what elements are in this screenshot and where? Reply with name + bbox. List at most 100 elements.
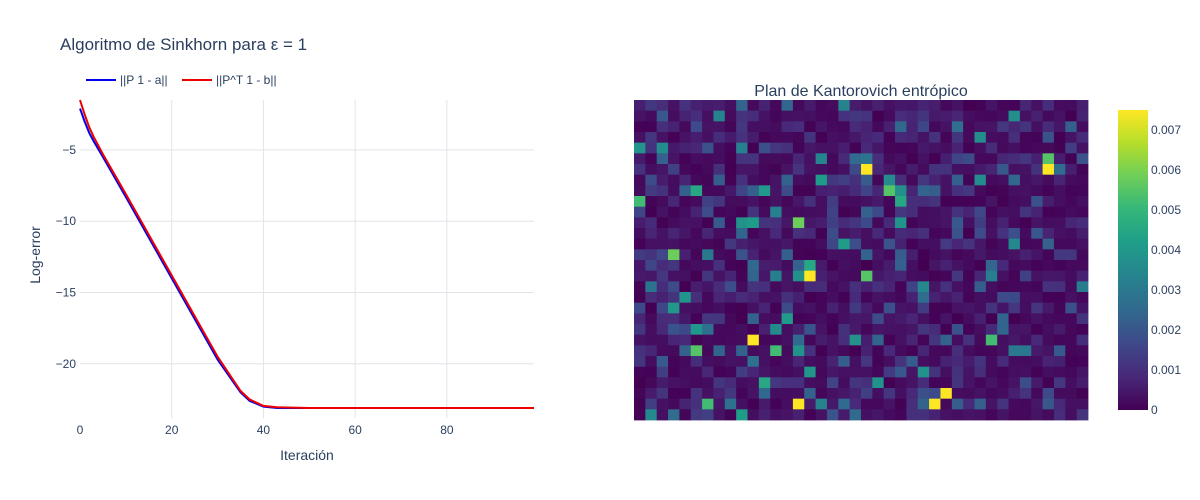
heatmap-cell[interactable] — [702, 324, 714, 336]
heatmap-cell[interactable] — [679, 388, 692, 400]
heatmap-cell[interactable] — [679, 302, 692, 314]
heatmap-cell[interactable] — [906, 409, 919, 421]
heatmap-cell[interactable] — [758, 100, 771, 112]
heatmap-cell[interactable] — [929, 377, 941, 389]
heatmap-cell[interactable] — [1019, 121, 1032, 133]
heatmap-cell[interactable] — [804, 206, 816, 218]
heatmap-cell[interactable] — [1031, 110, 1043, 122]
heatmap-cell[interactable] — [940, 110, 953, 122]
heatmap-cell[interactable] — [634, 398, 646, 410]
heatmap-cell[interactable] — [940, 409, 953, 421]
heatmap-cell[interactable] — [1008, 206, 1021, 218]
heatmap-cell[interactable] — [883, 377, 896, 389]
heatmap-cell[interactable] — [929, 206, 941, 218]
heatmap-cell[interactable] — [917, 142, 930, 154]
heatmap-cell[interactable] — [826, 185, 839, 197]
heatmap-cell[interactable] — [747, 217, 760, 229]
heatmap-cell[interactable] — [1053, 153, 1066, 165]
heatmap-cell[interactable] — [849, 281, 862, 293]
heatmap-cell[interactable] — [645, 388, 658, 400]
heatmap-cell[interactable] — [724, 174, 737, 186]
heatmap-cell[interactable] — [861, 174, 873, 186]
heatmap-cell[interactable] — [656, 100, 669, 112]
heatmap-cell[interactable] — [951, 409, 964, 421]
heatmap-cell[interactable] — [815, 185, 828, 197]
heatmap-cell[interactable] — [849, 174, 862, 186]
heatmap-cell[interactable] — [792, 228, 805, 240]
heatmap-cell[interactable] — [917, 409, 930, 421]
heatmap-cell[interactable] — [736, 366, 748, 378]
heatmap-cell[interactable] — [781, 292, 794, 304]
heatmap-cell[interactable] — [861, 132, 873, 144]
heatmap-cell[interactable] — [747, 185, 760, 197]
heatmap-cell[interactable] — [634, 132, 646, 144]
heatmap-cell[interactable] — [895, 249, 907, 261]
heatmap-cell[interactable] — [849, 324, 862, 336]
heatmap-cell[interactable] — [1076, 196, 1089, 208]
heatmap-cell[interactable] — [804, 121, 816, 133]
heatmap-cell[interactable] — [1065, 388, 1078, 400]
heatmap-cell[interactable] — [634, 100, 646, 112]
heatmap-cell[interactable] — [736, 142, 748, 154]
heatmap-cell[interactable] — [747, 153, 760, 165]
heatmap-cell[interactable] — [770, 388, 782, 400]
heatmap-cell[interactable] — [985, 398, 998, 410]
heatmap-cell[interactable] — [792, 249, 805, 261]
heatmap-cell[interactable] — [838, 366, 851, 378]
heatmap-cell[interactable] — [702, 302, 714, 314]
heatmap-cell[interactable] — [974, 324, 987, 336]
heatmap-cell[interactable] — [985, 302, 998, 314]
heatmap-cell[interactable] — [1031, 324, 1043, 336]
heatmap-cell[interactable] — [792, 388, 805, 400]
heatmap-cell[interactable] — [804, 185, 816, 197]
heatmap-cell[interactable] — [815, 345, 828, 357]
heatmap-cell[interactable] — [645, 206, 658, 218]
heatmap-cell[interactable] — [1065, 377, 1078, 389]
heatmap-cell[interactable] — [826, 388, 839, 400]
heatmap-cell[interactable] — [713, 153, 726, 165]
heatmap-cell[interactable] — [792, 377, 805, 389]
heatmap-cell[interactable] — [1031, 270, 1043, 282]
heatmap-cell[interactable] — [690, 324, 703, 336]
heatmap-cell[interactable] — [645, 217, 658, 229]
heatmap-cell[interactable] — [872, 366, 885, 378]
heatmap-cell[interactable] — [997, 228, 1009, 240]
heatmap-cell[interactable] — [770, 196, 782, 208]
heatmap-cell[interactable] — [815, 270, 828, 282]
heatmap-cell[interactable] — [713, 142, 726, 154]
heatmap-cell[interactable] — [895, 217, 907, 229]
heatmap-cell[interactable] — [679, 270, 692, 282]
heatmap-cell[interactable] — [940, 292, 953, 304]
heatmap-cell[interactable] — [713, 228, 726, 240]
heatmap-cell[interactable] — [929, 324, 941, 336]
heatmap-cell[interactable] — [1042, 356, 1055, 368]
heatmap-cell[interactable] — [1053, 377, 1066, 389]
heatmap-cell[interactable] — [679, 334, 692, 346]
heatmap-cell[interactable] — [690, 196, 703, 208]
heatmap-cell[interactable] — [668, 270, 680, 282]
heatmap-cell[interactable] — [702, 100, 714, 112]
heatmap-cell[interactable] — [736, 334, 748, 346]
heatmap-cell[interactable] — [985, 313, 998, 325]
plot-area[interactable] — [79, 99, 534, 410]
heatmap-cell[interactable] — [1031, 260, 1043, 272]
heatmap-cell[interactable] — [917, 121, 930, 133]
heatmap-cell[interactable] — [838, 228, 851, 240]
heatmap-cell[interactable] — [997, 377, 1009, 389]
heatmap-cell[interactable] — [1031, 185, 1043, 197]
heatmap-cell[interactable] — [1076, 132, 1089, 144]
heatmap-cell[interactable] — [985, 345, 998, 357]
heatmap-cell[interactable] — [815, 132, 828, 144]
heatmap-cell[interactable] — [1053, 206, 1066, 218]
heatmap-cell[interactable] — [713, 100, 726, 112]
heatmap-cell[interactable] — [747, 228, 760, 240]
heatmap-cell[interactable] — [1019, 366, 1032, 378]
heatmap-cell[interactable] — [656, 249, 669, 261]
heatmap-cell[interactable] — [679, 228, 692, 240]
heatmap-cell[interactable] — [838, 334, 851, 346]
heatmap-cell[interactable] — [724, 249, 737, 261]
heatmap-cell[interactable] — [1008, 185, 1021, 197]
heatmap-cell[interactable] — [997, 110, 1009, 122]
heatmap-cell[interactable] — [634, 206, 646, 218]
heatmap-cell[interactable] — [702, 185, 714, 197]
